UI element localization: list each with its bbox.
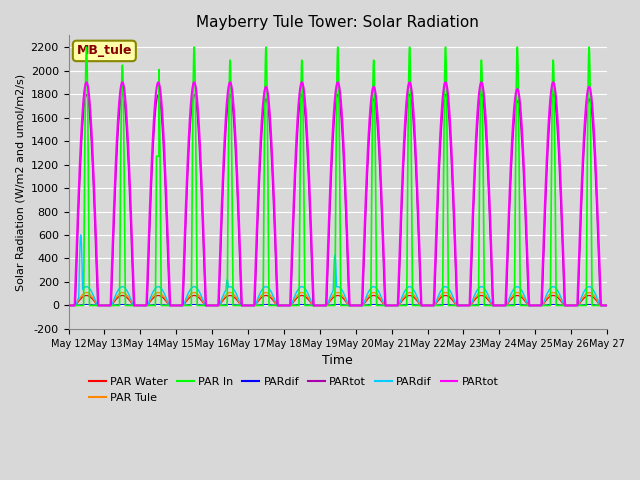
Text: MB_tule: MB_tule	[77, 45, 132, 58]
Title: Mayberry Tule Tower: Solar Radiation: Mayberry Tule Tower: Solar Radiation	[196, 15, 479, 30]
Legend: PAR Water, PAR Tule, PAR In, PARdif, PARtot, PARdif, PARtot: PAR Water, PAR Tule, PAR In, PARdif, PAR…	[85, 372, 503, 407]
X-axis label: Time: Time	[323, 354, 353, 367]
Y-axis label: Solar Radiation (W/m2 and umol/m2/s): Solar Radiation (W/m2 and umol/m2/s)	[15, 73, 25, 291]
